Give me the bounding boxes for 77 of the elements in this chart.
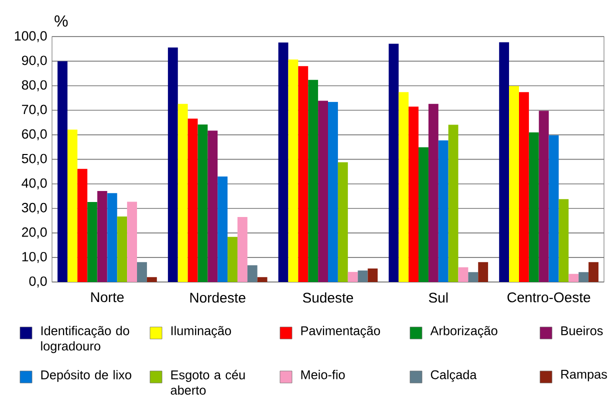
bar [428, 104, 438, 282]
bar [438, 140, 448, 282]
y-tick-label: 70,0 [22, 104, 47, 116]
bar [388, 44, 399, 282]
legend-label: Iluminação [171, 326, 231, 338]
bar [77, 168, 88, 282]
bar [218, 176, 228, 282]
x-tick-label: Sudeste [302, 292, 354, 303]
bar [468, 272, 478, 282]
bar [278, 42, 288, 282]
y-tick-label: 30,0 [22, 202, 47, 214]
bar [188, 118, 198, 282]
legend-label: Bueiros [561, 326, 603, 336]
bar [458, 267, 468, 282]
bar [178, 104, 188, 282]
bar [168, 47, 178, 282]
legend-label: Meio-fio [301, 370, 345, 380]
bar [368, 268, 378, 282]
legend-label: Identificação do logradouro [41, 326, 130, 354]
y-tick-label: 80,0 [22, 80, 47, 92]
x-tick-label: Norte [91, 292, 124, 302]
bar [107, 193, 118, 282]
bar [228, 236, 238, 282]
bar [478, 262, 488, 282]
y-tick-label: 90,0 [22, 56, 47, 67]
x-tick-label: Sul [428, 292, 448, 303]
legend-label: Rampas [561, 370, 607, 382]
y-tick-label: 20,0 [22, 227, 47, 238]
bar [288, 59, 298, 282]
y-axis-title: % [54, 15, 68, 27]
bar [538, 110, 549, 282]
legend-label: Depósito de lixo [41, 370, 132, 382]
bar [67, 130, 78, 282]
bar [528, 132, 539, 282]
bar [509, 86, 519, 282]
bar [398, 92, 409, 282]
y-tick-label: 60,0 [22, 129, 47, 140]
bar [257, 277, 268, 282]
legend-label: Arborização [430, 326, 498, 338]
bar [137, 262, 147, 282]
bar [338, 162, 348, 282]
bar [247, 265, 258, 282]
bar [198, 124, 208, 282]
legend-label: Calçada [430, 370, 477, 382]
bar [58, 61, 68, 282]
y-tick-label: 50,0 [22, 154, 47, 165]
y-tick-label: 10,0 [22, 252, 47, 263]
bar [578, 272, 589, 282]
bar [97, 190, 108, 282]
legend-label: Esgoto a céu aberto [170, 370, 245, 395]
y-tick-label: 40,0 [22, 178, 47, 190]
bar [328, 102, 338, 282]
y-tick-label: 100,0 [14, 31, 47, 42]
legend-label: Pavimentação [301, 326, 380, 338]
bar [87, 202, 98, 282]
x-tick-label: Centro-Oeste [507, 292, 590, 302]
bar [499, 42, 510, 282]
bar [568, 274, 579, 282]
bar [208, 130, 218, 282]
y-tick-label: 0,0 [29, 276, 47, 288]
bar [237, 216, 248, 282]
bar [588, 262, 598, 282]
bar [558, 199, 569, 282]
bar [298, 66, 308, 282]
bar [358, 270, 368, 282]
bar [127, 202, 138, 282]
bar [146, 277, 157, 282]
bar [518, 92, 529, 282]
bar [348, 272, 358, 282]
bar [418, 147, 428, 282]
bar [318, 100, 328, 282]
bar [548, 135, 559, 282]
x-tick-label: Nordeste [190, 292, 246, 303]
bar [408, 106, 419, 282]
bar [117, 216, 128, 282]
bar [308, 80, 318, 282]
bar [448, 124, 458, 282]
